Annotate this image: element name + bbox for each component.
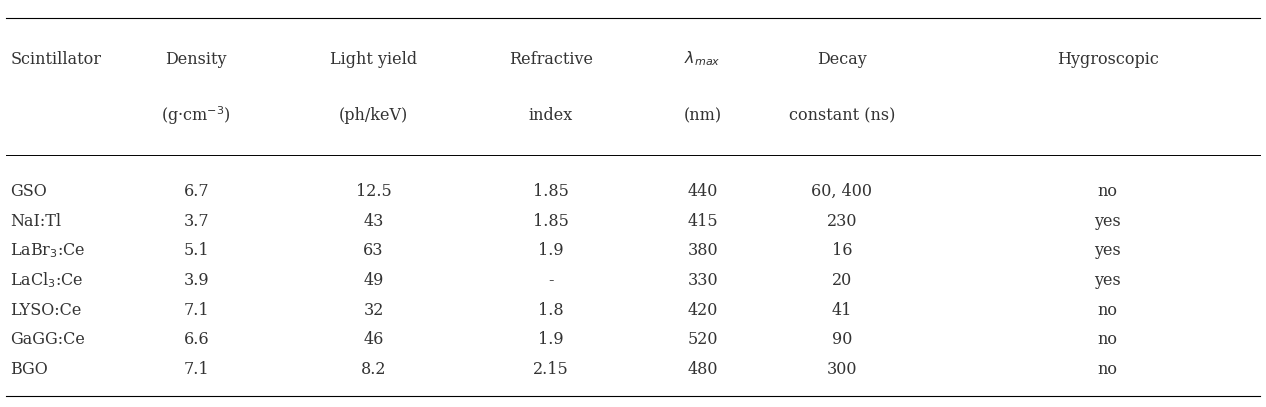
Text: Decay: Decay (817, 50, 867, 68)
Text: 32: 32 (363, 302, 384, 319)
Text: no: no (1098, 361, 1118, 378)
Text: 420: 420 (687, 302, 718, 319)
Text: (g·cm$^{-3}$): (g·cm$^{-3}$) (161, 105, 232, 127)
Text: Light yield: Light yield (330, 50, 417, 68)
Text: yes: yes (1094, 272, 1122, 289)
Text: 1.8: 1.8 (538, 302, 563, 319)
Text: yes: yes (1094, 212, 1122, 230)
Text: Scintillator: Scintillator (10, 50, 101, 68)
Text: GaGG:Ce: GaGG:Ce (10, 331, 85, 348)
Text: 63: 63 (363, 242, 384, 259)
Text: 300: 300 (827, 361, 857, 378)
Text: 8.2: 8.2 (361, 361, 386, 378)
Text: 7.1: 7.1 (184, 361, 209, 378)
Text: Refractive: Refractive (509, 50, 592, 68)
Text: yes: yes (1094, 242, 1122, 259)
Text: index: index (529, 107, 572, 125)
Text: Density: Density (166, 50, 227, 68)
Text: 12.5: 12.5 (356, 183, 391, 200)
Text: 480: 480 (687, 361, 718, 378)
Text: LaBr$_3$:Ce: LaBr$_3$:Ce (10, 241, 86, 260)
Text: no: no (1098, 331, 1118, 348)
Text: LaCl$_3$:Ce: LaCl$_3$:Ce (10, 271, 84, 290)
Text: Hygroscopic: Hygroscopic (1057, 50, 1158, 68)
Text: LYSO:Ce: LYSO:Ce (10, 302, 81, 319)
Text: no: no (1098, 183, 1118, 200)
Text: 415: 415 (687, 212, 718, 230)
Text: 16: 16 (832, 242, 852, 259)
Text: 7.1: 7.1 (184, 302, 209, 319)
Text: 440: 440 (687, 183, 718, 200)
Text: BGO: BGO (10, 361, 48, 378)
Text: 20: 20 (832, 272, 852, 289)
Text: 43: 43 (363, 212, 384, 230)
Text: 5.1: 5.1 (184, 242, 209, 259)
Text: 1.85: 1.85 (533, 212, 568, 230)
Text: no: no (1098, 302, 1118, 319)
Text: 49: 49 (363, 272, 384, 289)
Text: GSO: GSO (10, 183, 47, 200)
Text: 6.6: 6.6 (184, 331, 209, 348)
Text: 1.85: 1.85 (533, 183, 568, 200)
Text: 2.15: 2.15 (533, 361, 568, 378)
Text: 330: 330 (687, 272, 718, 289)
Text: 520: 520 (687, 331, 718, 348)
Text: 90: 90 (832, 331, 852, 348)
Text: 1.9: 1.9 (538, 242, 563, 259)
Text: (nm): (nm) (684, 107, 722, 125)
Text: constant (ns): constant (ns) (789, 107, 895, 125)
Text: $\lambda_{max}$: $\lambda_{max}$ (685, 50, 720, 68)
Text: 230: 230 (827, 212, 857, 230)
Text: 380: 380 (687, 242, 718, 259)
Text: 3.9: 3.9 (184, 272, 209, 289)
Text: (ph/keV): (ph/keV) (339, 107, 408, 125)
Text: -: - (548, 272, 553, 289)
Text: NaI:Tl: NaI:Tl (10, 212, 61, 230)
Text: 41: 41 (832, 302, 852, 319)
Text: 6.7: 6.7 (184, 183, 209, 200)
Text: 3.7: 3.7 (184, 212, 209, 230)
Text: 1.9: 1.9 (538, 331, 563, 348)
Text: 60, 400: 60, 400 (812, 183, 872, 200)
Text: 46: 46 (363, 331, 384, 348)
